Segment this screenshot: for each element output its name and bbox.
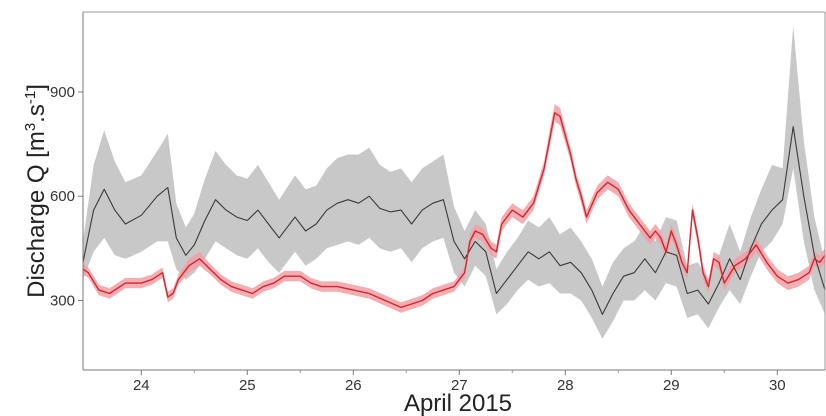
y-axis-title: Discharge Q [m3.s-1] bbox=[22, 84, 50, 298]
series-lines bbox=[82, 112, 826, 315]
uncertainty-bands bbox=[83, 25, 825, 339]
axes bbox=[82, 11, 826, 371]
x-tick-label: 28 bbox=[557, 377, 574, 394]
y-tick-label: 900 bbox=[50, 84, 75, 101]
y-axis-title-suffix: ] bbox=[23, 84, 50, 91]
x-tick-label: 24 bbox=[133, 377, 150, 394]
y-tick-label: 300 bbox=[50, 292, 75, 309]
y-axis-title-prefix: Discharge Q [m bbox=[23, 131, 50, 298]
x-axis-title: April 2015 bbox=[404, 390, 512, 416]
series-2-line bbox=[82, 112, 826, 309]
x-tick-label: 25 bbox=[239, 377, 256, 394]
y-axis-title-mid: .s bbox=[23, 104, 50, 123]
series-1-line bbox=[82, 126, 826, 315]
x-tick-label: 30 bbox=[769, 377, 786, 394]
x-tick-label: 26 bbox=[345, 377, 362, 394]
series-1-band bbox=[83, 25, 825, 339]
x-tick-label: 27 bbox=[451, 377, 468, 394]
y-axis-title-sup1: 3 bbox=[22, 123, 39, 131]
axis-ticks: 24 25 26 27 28 29 30 300 600 900 bbox=[50, 84, 786, 394]
y-tick-label: 600 bbox=[50, 188, 75, 205]
x-tick-label: 29 bbox=[663, 377, 680, 394]
y-axis-title-sup2: -1 bbox=[22, 91, 39, 104]
